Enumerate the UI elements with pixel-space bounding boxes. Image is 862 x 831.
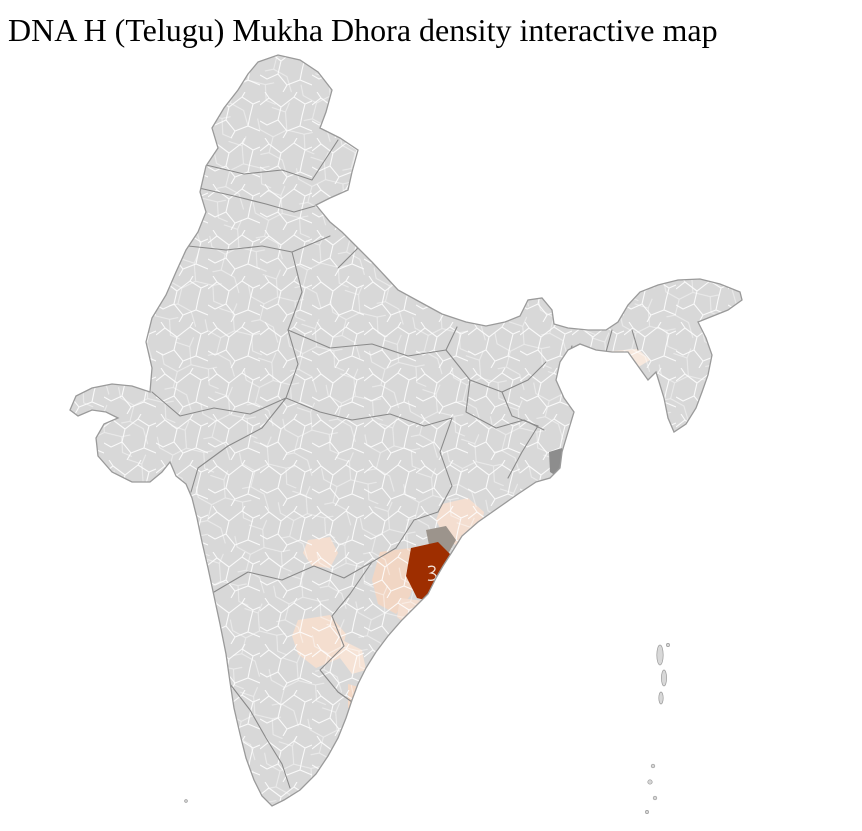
andaman-island-2[interactable] — [661, 669, 667, 687]
district-borders-mesh-secondary — [70, 55, 742, 806]
state-border-line — [445, 326, 458, 351]
andaman-islet[interactable] — [666, 643, 670, 647]
state-border-line — [151, 391, 287, 417]
state-border-line — [213, 561, 373, 593]
state-border-line — [631, 329, 639, 351]
nicobar-island-4[interactable] — [645, 810, 649, 814]
state-border-line — [285, 397, 453, 427]
nicobar-island-1[interactable] — [650, 763, 656, 769]
state-border-line — [205, 139, 339, 181]
andaman-island-1[interactable] — [656, 644, 664, 666]
state-border-line — [395, 511, 439, 549]
state-border-line — [337, 247, 359, 269]
state-border-line — [187, 235, 331, 253]
state-border-line — [198, 187, 316, 213]
state-border-line — [437, 417, 453, 513]
page-title: DNA H (Telugu) Mukha Dhora density inter… — [8, 12, 718, 48]
state-border-line — [190, 397, 287, 493]
state-border-line — [605, 329, 613, 353]
state-border-line — [507, 425, 539, 479]
andaman-island-3[interactable] — [658, 691, 664, 705]
state-boundaries — [151, 139, 639, 789]
lakshadweep-islet[interactable] — [184, 799, 188, 803]
state-border-line — [501, 391, 539, 427]
state-border-line — [319, 561, 373, 703]
state-border-line — [287, 329, 447, 357]
state-border-line — [371, 547, 397, 563]
nicobar-island-3[interactable] — [652, 795, 658, 801]
nicobar-island-2[interactable] — [647, 779, 653, 785]
island-chains — [184, 643, 670, 814]
state-border-line — [229, 683, 291, 789]
enclave-mark — [427, 565, 437, 581]
